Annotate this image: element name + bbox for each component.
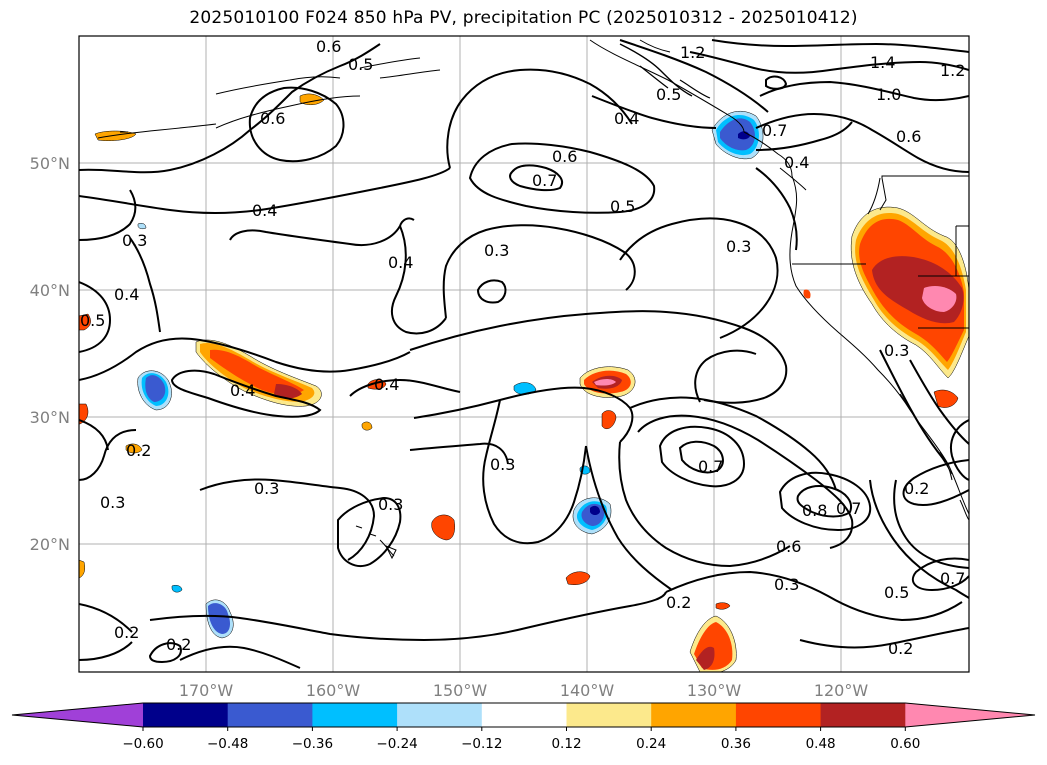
contour-label: 0.4 [230, 381, 255, 400]
contour-label: 1.2 [680, 43, 705, 62]
lon-label: 140°W [560, 681, 615, 700]
colorbar-segment [227, 703, 313, 727]
contour-label: 0.6 [316, 37, 341, 56]
colorbar-extend-min [12, 703, 143, 727]
contour-label: 0.2 [166, 635, 191, 654]
colorbar-tick-label: −0.24 [376, 736, 417, 752]
contour-label: 0.4 [252, 201, 277, 220]
contour-label: 0.3 [122, 231, 147, 250]
lon-label: 170°W [179, 681, 234, 700]
latitude-labels: 50°N 40°N 30°N 20°N [30, 154, 70, 554]
contour-label: 0.7 [762, 121, 787, 140]
contour-label: 0.6 [896, 127, 921, 146]
contour-label: 0.5 [884, 583, 909, 602]
contour-label: 0.6 [776, 537, 801, 556]
contour-label: 0.3 [884, 341, 909, 360]
map-title: 2025010100 F024 850 hPa PV, precipitatio… [189, 8, 858, 28]
colorbar-segment [312, 703, 398, 727]
contour-label: 0.7 [940, 569, 965, 588]
contour-label: 0.3 [254, 479, 279, 498]
colorbar-tick-label: 0.48 [806, 736, 836, 752]
contour-label: 0.3 [484, 241, 509, 260]
colorbar-tick-label: −0.48 [207, 736, 248, 752]
contour-label: 0.4 [614, 109, 639, 128]
contour-label: 0.3 [490, 455, 515, 474]
contour-label: 1.2 [940, 61, 965, 80]
contour-label: 0.3 [726, 237, 751, 256]
colorbar-tick-label: 0.24 [636, 736, 666, 752]
colorbar-segment [820, 703, 906, 727]
contour-label: 0.2 [904, 479, 929, 498]
contour-label: 0.5 [348, 55, 373, 74]
contour-label: 0.5 [80, 311, 105, 330]
contour-label: 0.6 [260, 109, 285, 128]
colorbar-tick-label: −0.60 [122, 736, 163, 752]
contour-label: 1.4 [870, 53, 895, 72]
contour-label: 0.3 [378, 495, 403, 514]
contour-label: 0.5 [656, 85, 681, 104]
lon-label: 150°W [433, 681, 488, 700]
colorbar-segment [651, 703, 737, 727]
colorbar-tick-label: −0.12 [461, 736, 502, 752]
gridlines [79, 36, 969, 672]
colorbar-segment [143, 703, 229, 727]
contour-label: 0.4 [374, 375, 399, 394]
lat-label: 30°N [30, 408, 70, 427]
colorbar-segment [397, 703, 483, 727]
colorbar-tick-label: 0.60 [890, 736, 920, 752]
contour-label: 0.7 [698, 457, 723, 476]
longitude-labels: 170°W 160°W 150°W 140°W 130°W 120°W [179, 681, 869, 700]
contour-label: 0.2 [126, 441, 151, 460]
precip-shading [79, 93, 969, 672]
contour-label: 0.7 [532, 171, 557, 190]
colorbar-segment [481, 703, 567, 727]
lat-label: 40°N [30, 281, 70, 300]
lat-label: 50°N [30, 154, 70, 173]
colorbar-segment [566, 703, 652, 727]
contour-label: 0.2 [888, 639, 913, 658]
coastlines [97, 39, 969, 560]
contour-label: 0.7 [836, 499, 861, 518]
contour-label: 0.4 [388, 253, 413, 272]
colorbar-tick-label: −0.36 [292, 736, 333, 752]
pv-contours [79, 39, 969, 669]
contour-label: 1.0 [876, 85, 901, 104]
contour-label: 0.5 [610, 197, 635, 216]
contour-label: 0.8 [802, 501, 827, 520]
contour-label: 0.4 [114, 285, 139, 304]
colorbar-tick-label: 0.36 [721, 736, 751, 752]
contour-labels: 0.6 0.5 1.2 1.4 1.2 1.0 0.6 0.4 0.6 0.7 … [80, 37, 965, 658]
lon-label: 160°W [306, 681, 361, 700]
colorbar-extend-max [905, 703, 1035, 727]
lat-label: 20°N [30, 535, 70, 554]
contour-label: 0.6 [552, 147, 577, 166]
colorbar-tick-label: 0.12 [551, 736, 581, 752]
contour-label: 0.3 [774, 575, 799, 594]
map-border [78, 35, 970, 673]
contour-label: 0.3 [100, 493, 125, 512]
contour-label: 0.2 [114, 623, 139, 642]
colorbar: −0.60 −0.48 −0.36 −0.24 −0.12 0.12 0.24 0.36 0.4… [11, 702, 1036, 752]
contour-label: 0.2 [666, 593, 691, 612]
lon-label: 120°W [814, 681, 869, 700]
contour-label: 0.4 [784, 153, 809, 172]
colorbar-segment [735, 703, 822, 727]
lon-label: 130°W [687, 681, 742, 700]
